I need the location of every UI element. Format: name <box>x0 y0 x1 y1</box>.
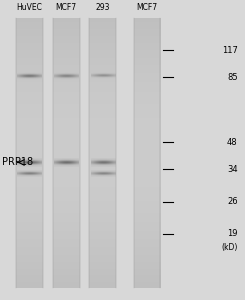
Text: PRP18: PRP18 <box>2 158 34 167</box>
Text: 293: 293 <box>96 3 110 12</box>
Text: 48: 48 <box>227 138 238 147</box>
Text: 19: 19 <box>227 230 238 238</box>
Text: HuVEC: HuVEC <box>16 3 42 12</box>
Text: 117: 117 <box>222 46 238 55</box>
Text: MCF7: MCF7 <box>136 3 158 12</box>
Text: 34: 34 <box>227 165 238 174</box>
Text: 85: 85 <box>227 73 238 82</box>
Text: MCF7: MCF7 <box>56 3 77 12</box>
Text: 26: 26 <box>227 197 238 206</box>
Text: (kD): (kD) <box>221 243 238 252</box>
